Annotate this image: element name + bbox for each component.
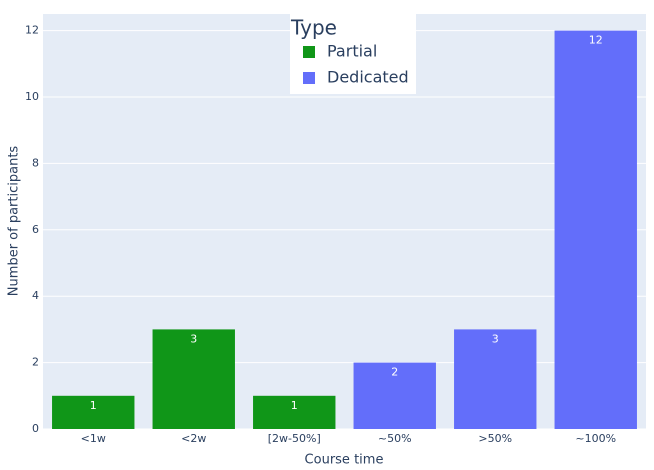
bar [554, 30, 637, 429]
y-tick-label: 10 [25, 90, 39, 103]
data-label: 12 [589, 34, 603, 47]
legend-label: Partial [327, 42, 377, 61]
y-tick-label: 6 [32, 223, 39, 236]
y-tick-label: 8 [32, 156, 39, 169]
data-label: 2 [391, 366, 398, 379]
data-label: 3 [190, 332, 197, 345]
legend-swatch [303, 72, 315, 84]
y-axis-title: Number of participants [7, 146, 22, 297]
x-tick-label: [2w-50%] [268, 432, 321, 445]
x-tick-label: <2w [181, 432, 206, 445]
x-tick-label: ~100% [575, 432, 616, 445]
x-tick-label: ~50% [378, 432, 412, 445]
x-tick-label: <1w [81, 432, 106, 445]
bar [253, 395, 336, 429]
bar [353, 362, 436, 429]
data-label: 1 [291, 399, 298, 412]
legend-swatch [303, 46, 315, 58]
bar [152, 329, 235, 429]
y-tick-label: 4 [32, 289, 39, 302]
x-tick-label: >50% [478, 432, 512, 445]
bar [52, 395, 135, 429]
y-tick-label: 0 [32, 422, 39, 435]
legend-label: Dedicated [327, 68, 409, 87]
data-label: 3 [492, 332, 499, 345]
y-tick-label: 2 [32, 356, 39, 369]
legend-title: Type [290, 16, 337, 40]
x-axis-title: Course time [305, 453, 384, 468]
y-tick-label: 12 [25, 24, 39, 37]
bar [454, 329, 537, 429]
data-label: 1 [90, 399, 97, 412]
